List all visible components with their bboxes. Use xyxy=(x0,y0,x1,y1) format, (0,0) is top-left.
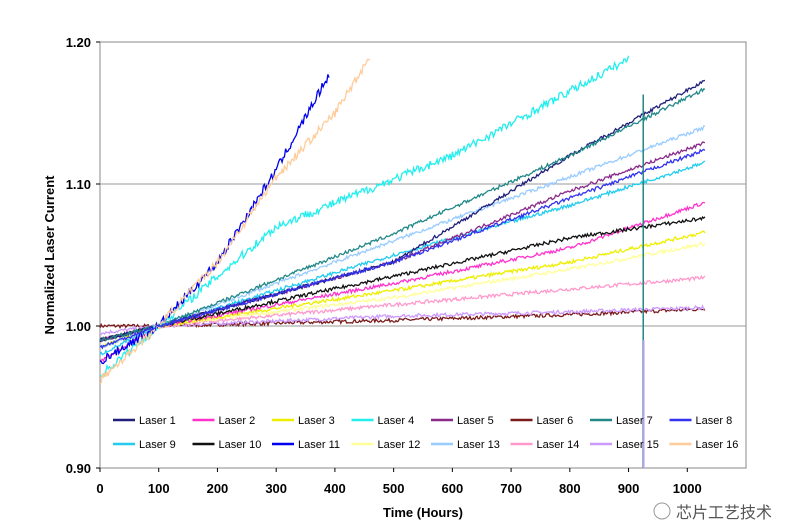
legend-item: Laser 13 xyxy=(431,439,500,451)
legend-item: Laser 16 xyxy=(669,439,739,451)
legend-label: Laser 15 xyxy=(616,439,659,451)
legend-label: Laser 11 xyxy=(298,439,340,451)
legend-item: Laser 11 xyxy=(272,439,340,451)
series-line-laser-7 xyxy=(99,87,706,342)
legend-label: Laser 6 xyxy=(537,415,574,427)
watermark-logo-icon xyxy=(653,502,671,520)
legend-label: Laser 12 xyxy=(378,439,421,451)
series-line-laser-1 xyxy=(99,79,706,343)
x-tick-label: 500 xyxy=(383,481,405,496)
legend-label: Laser 1 xyxy=(139,415,176,427)
legend-label: Laser 13 xyxy=(457,439,500,451)
legend-item: Laser 10 xyxy=(192,439,262,451)
series-line-laser-8 xyxy=(99,148,706,350)
x-tick-label: 300 xyxy=(265,481,287,496)
series-line-laser-16 xyxy=(99,58,371,384)
x-tick-label: 700 xyxy=(500,481,522,496)
legend-label: Laser 9 xyxy=(139,439,176,451)
y-tick-label: 1.10 xyxy=(66,177,91,192)
series-line-laser-4 xyxy=(99,55,630,377)
x-tick-label: 400 xyxy=(324,481,346,496)
legend-item: Laser 4 xyxy=(351,415,415,427)
x-tick-label: 1000 xyxy=(673,481,702,496)
legend-item: Laser 2 xyxy=(192,415,256,427)
legend-label: Laser 16 xyxy=(696,439,739,451)
legend-item: Laser 6 xyxy=(510,415,574,427)
legend-label: Laser 8 xyxy=(696,415,733,427)
y-tick-label: 1.20 xyxy=(66,35,91,50)
plot-area xyxy=(99,41,747,469)
series-line-laser-12 xyxy=(99,241,706,349)
x-tick-label: 600 xyxy=(442,481,464,496)
x-tick-label: 0 xyxy=(96,481,103,496)
legend-item: Laser 15 xyxy=(590,439,659,451)
x-axis-label: Time (Hours) xyxy=(383,505,463,520)
series-line-laser-10 xyxy=(99,216,706,342)
legend-item: Laser 9 xyxy=(113,439,176,451)
x-tick-label: 900 xyxy=(618,481,640,496)
legend-item: Laser 8 xyxy=(669,415,733,427)
legend-item: Laser 5 xyxy=(431,415,494,427)
series-line-laser-13 xyxy=(99,125,705,349)
legend-item: Laser 7 xyxy=(590,415,653,427)
y-tick-label: 0.90 xyxy=(66,461,91,476)
legend-label: Laser 2 xyxy=(219,415,256,427)
series-line-laser-11 xyxy=(99,74,330,365)
legend-label: Laser 4 xyxy=(378,415,415,427)
y-tick-label: 1.00 xyxy=(66,319,91,334)
legend-item: Laser 14 xyxy=(510,439,580,451)
series-line-laser-15 xyxy=(99,304,706,336)
x-tick-label: 800 xyxy=(559,481,581,496)
watermark: 芯片工艺技术 xyxy=(653,502,772,522)
legend-item: Laser 1 xyxy=(113,415,176,427)
x-tick-label: 100 xyxy=(148,481,170,496)
legend-label: Laser 14 xyxy=(537,439,580,451)
x-tick-label: 200 xyxy=(207,481,229,496)
legend-item: Laser 3 xyxy=(272,415,335,427)
legend-item: Laser 12 xyxy=(351,439,421,451)
y-axis-label: Normalized Laser Current xyxy=(42,175,57,335)
legend-label: Laser 7 xyxy=(616,415,653,427)
legend-label: Laser 10 xyxy=(219,439,262,451)
legend-label: Laser 5 xyxy=(457,415,494,427)
legend-label: Laser 3 xyxy=(298,415,335,427)
watermark-text: 芯片工艺技术 xyxy=(676,504,772,522)
